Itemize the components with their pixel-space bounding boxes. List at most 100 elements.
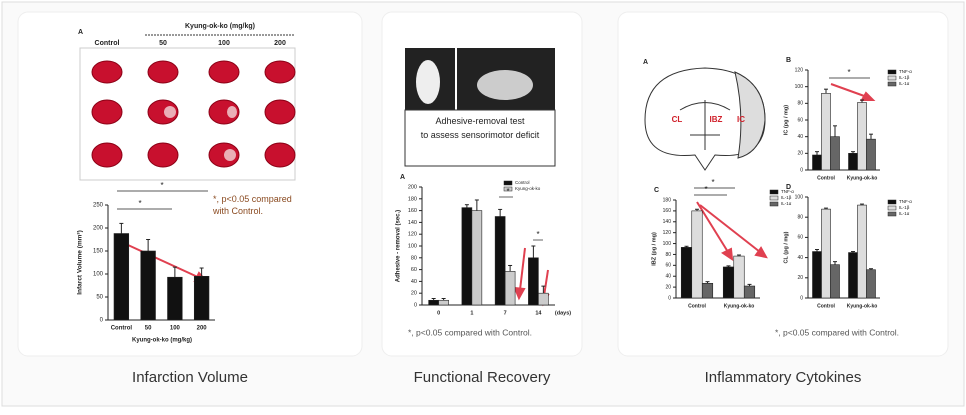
image-caption: Adhesive-removal test to assess sensorimo… [421,116,540,140]
group-header: Kyung-ok-ko (mg/kg) [185,23,255,30]
caption: Functional Recovery [414,369,551,386]
bar [494,216,506,306]
bar [743,285,756,299]
legend-swatch [503,180,513,186]
legend-swatch [887,69,897,75]
y-tick-label: 80 [797,101,803,107]
legend-swatch [769,195,779,201]
chart-label: A [400,174,405,181]
column-label: 50 [159,40,167,47]
y-tick-label: 200 [93,226,104,232]
y-tick-label: 60 [797,235,803,241]
x-tick-label: 14 [535,310,542,316]
y-axis-label: IC (pg / mg) [783,105,789,135]
y-tick-label: 100 [408,243,417,249]
bar [504,271,516,306]
region-label: CL [672,115,683,124]
y-tick-label: 160 [408,208,417,214]
y-tick-label: 20 [797,275,803,281]
x-tick-label: 0 [437,310,440,316]
x-tick-label: Kyung-ok-ko [847,303,878,309]
x-tick-label: Control [688,303,706,309]
bar [461,207,473,306]
x-tick-label: 100 [170,326,181,332]
bar [830,264,840,299]
legend-swatch [769,189,779,195]
bar [428,299,439,306]
legend-swatch [769,201,779,207]
chart-label: B [786,57,791,64]
legend-label: TNF-α [899,199,912,204]
y-tick-label: 100 [93,272,104,278]
legend-swatch [887,75,897,81]
x-axis-label: Kyung-ok-ko (mg/kg) [132,338,192,344]
y-tick-label: 40 [411,279,417,285]
y-tick-label: 40 [797,255,803,261]
chart-label: D [786,184,791,191]
y-tick-label: 80 [797,215,803,221]
legend-label: Kyung-ok-ko [515,186,541,191]
y-tick-label: 50 [96,295,103,301]
bar [140,250,156,321]
significance-star: * [160,181,163,190]
y-tick-label: 0 [100,318,104,324]
y-axis-label: Infarct Volume (mm³) [77,230,84,295]
y-axis-label: Adhesive - removal (sec.) [396,210,402,282]
bar [193,275,210,321]
bar [438,299,449,306]
x-tick-label: 50 [145,326,152,332]
y-tick-label: 20 [665,284,671,290]
note: *, p<0.05 compared with Control. [775,327,899,337]
y-tick-label: 0 [414,302,417,308]
bar [680,247,693,299]
bar [866,138,876,171]
bar [538,292,549,306]
x-tick-label: Control [111,326,133,332]
y-tick-label: 60 [665,263,671,269]
legend-label: IL-1α [899,211,910,216]
significance-star: * [711,178,714,187]
bar [866,269,876,299]
x-tick-label: Kyung-ok-ko [847,175,878,181]
legend-label: IL-1β [899,205,910,210]
red-arrows [116,83,876,307]
note: *, p<0.05 compared with Control. [212,194,292,216]
significance-star: * [506,187,509,196]
caption: Inflammatory Cytokines [705,369,862,386]
x-tick-label: 200 [197,326,208,332]
y-tick-label: 150 [93,249,104,255]
bar [733,255,745,299]
bar [113,233,130,321]
y-tick-label: 60 [411,267,417,273]
y-tick-label: 100 [795,194,804,200]
bar [821,208,831,299]
bar [857,102,867,171]
legend-swatch [887,205,897,211]
brain-diagram [644,67,766,171]
bar [821,93,831,171]
y-tick-label: 100 [663,241,672,247]
y-tick-label: 160 [663,208,672,214]
significance-star: * [847,68,850,77]
x-tick-label: 1 [470,310,473,316]
chart-label: C [654,187,659,194]
y-tick-label: 250 [93,203,104,209]
y-tick-label: 20 [411,291,417,297]
y-tick-label: 100 [795,84,804,90]
photo [404,48,556,167]
y-tick-label: 80 [411,255,417,261]
bar [471,210,483,306]
column-label: 200 [274,40,286,47]
y-tick-label: 40 [665,274,671,280]
caption: Infarction Volume [132,369,248,386]
significance-star: * [704,185,707,194]
bar [528,257,539,306]
y-tick-label: 200 [408,184,417,190]
bar [812,251,822,299]
bar [857,204,867,299]
y-tick-label: 0 [800,295,803,301]
legend-label: Control [515,180,530,185]
card [617,11,949,357]
bar [848,252,858,299]
bar [848,153,858,171]
